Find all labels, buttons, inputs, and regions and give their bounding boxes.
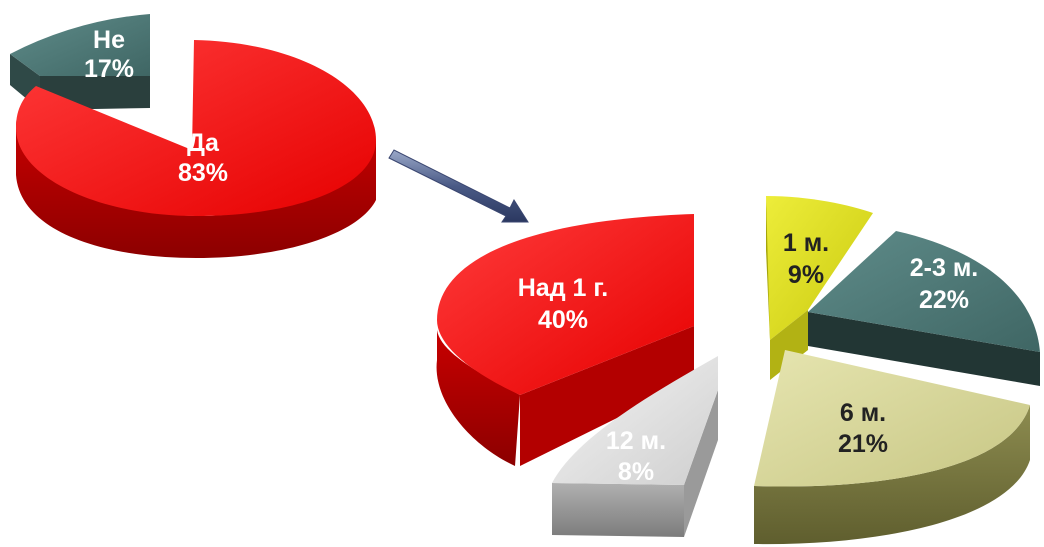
pie1-slice-da-top <box>16 40 376 216</box>
pie-1: Не 17% Да 83% <box>10 14 376 258</box>
arrow-body <box>388 149 529 223</box>
pie1-slice-da-side <box>16 120 376 258</box>
pie1-label-da-value: 83% <box>178 159 228 187</box>
pie2-label-2-3m-category: 2-3 м. <box>910 254 979 282</box>
pie-2: Над 1 г. 40% 1 м. 9% 2-3 м. 22% 6 м. 21%… <box>436 196 1040 545</box>
transition-arrow <box>388 149 529 223</box>
pie1-slice-da <box>16 40 376 258</box>
pie2-slice-nad-1g-side-right <box>520 326 694 466</box>
pie2-label-12m-value: 8% <box>618 458 654 486</box>
pie2-slice-12m-side <box>552 483 684 537</box>
pie2-label-1m-value: 9% <box>788 261 824 289</box>
pie2-slice-1m-side-right <box>770 310 808 380</box>
pie2-slice-12m <box>552 356 718 537</box>
pie2-slice-2-3m <box>808 231 1040 386</box>
pie2-label-nad-1g-value: 40% <box>538 306 588 334</box>
pie1-label-ne-category: Не <box>93 26 125 54</box>
pie2-slice-12m-top <box>552 356 718 485</box>
pie2-slice-6m-top <box>754 350 1030 487</box>
pie1-label-da-category: Да <box>187 129 220 157</box>
pie2-slice-1m <box>766 196 873 380</box>
pie2-slice-1m-top <box>766 196 873 340</box>
pie2-slice-6m-side <box>754 405 1030 545</box>
pie2-label-nad-1g-category: Над 1 г. <box>518 274 608 302</box>
pie2-slice-nad-1g-top <box>437 214 694 395</box>
pie2-slice-nad-1g-side <box>436 330 520 466</box>
pie2-slice-nad-1g <box>436 214 694 466</box>
pie2-slice-2-3m-side <box>808 312 1040 386</box>
pie1-slice-ne-top <box>10 14 150 76</box>
pie2-label-12m-category: 12 м. <box>606 427 666 455</box>
pie2-slice-2-3m-top <box>808 231 1040 352</box>
pie2-label-1m-category: 1 м. <box>783 229 829 257</box>
pie2-label-6m-value: 21% <box>838 430 888 458</box>
pie2-slice-6m <box>754 350 1030 545</box>
pie2-label-6m-category: 6 м. <box>840 399 886 427</box>
pie2-label-2-3m-value: 22% <box>919 286 969 314</box>
pie1-label-ne-value: 17% <box>84 55 134 83</box>
pie2-slice-12m-side-right <box>684 390 718 537</box>
